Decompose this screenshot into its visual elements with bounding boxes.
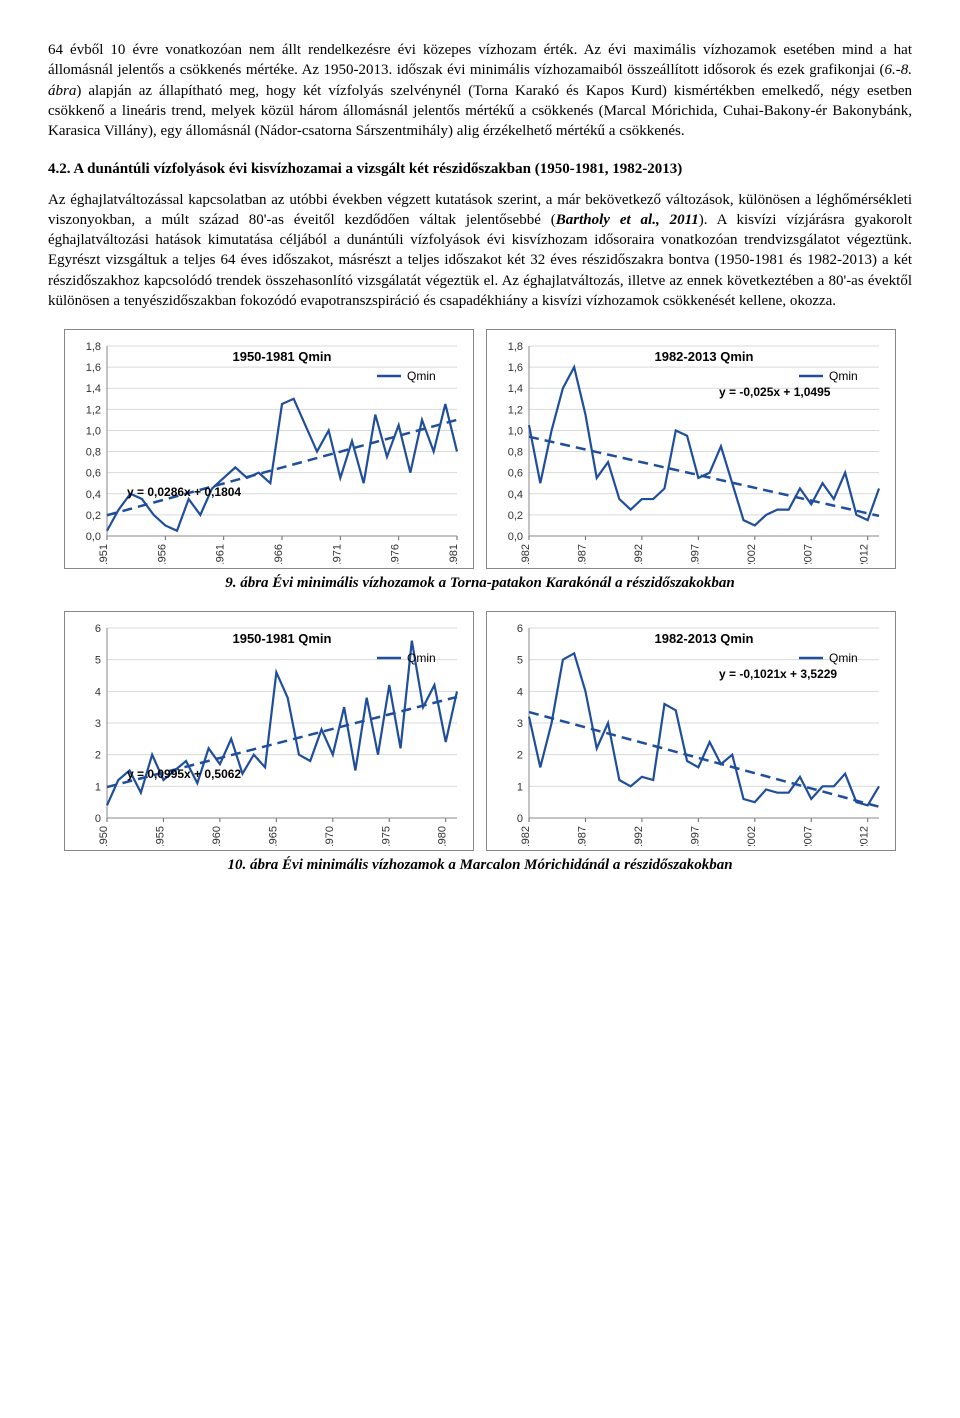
svg-text:1,6: 1,6 <box>86 362 101 374</box>
svg-text:6: 6 <box>95 623 101 635</box>
chart-9-right: 0,0 0,2 0,4 0,6 0,8 1,0 1,2 1,4 1,6 1,8 1982 1987 19… <box>486 329 896 569</box>
svg-text:Qmin: Qmin <box>407 651 436 665</box>
svg-text:1950: 1950 <box>98 826 110 846</box>
svg-text:1992: 1992 <box>633 544 645 564</box>
svg-text:1,6: 1,6 <box>508 362 523 374</box>
svg-text:1997: 1997 <box>689 826 701 846</box>
svg-text:y = 0,0995x + 0,5062: y = 0,0995x + 0,5062 <box>127 767 241 781</box>
svg-text:1: 1 <box>95 782 101 794</box>
svg-text:1961: 1961 <box>215 544 227 564</box>
svg-text:1,8: 1,8 <box>86 341 101 353</box>
figure-10-row: 0 1 2 3 4 5 6 1950 1955 1960 1965 1970 1975 1980 1950-… <box>48 611 912 851</box>
svg-text:6: 6 <box>517 623 523 635</box>
svg-text:2012: 2012 <box>859 544 871 564</box>
svg-text:1: 1 <box>517 782 523 794</box>
svg-text:2007: 2007 <box>802 826 814 846</box>
svg-text:1975: 1975 <box>380 826 392 846</box>
svg-text:1,8: 1,8 <box>508 341 523 353</box>
svg-text:1956: 1956 <box>156 544 168 564</box>
body-paragraph-2: Az éghajlatváltozással kapcsolatban az u… <box>48 190 912 312</box>
svg-text:2007: 2007 <box>802 544 814 564</box>
svg-text:5: 5 <box>95 655 101 667</box>
svg-text:1,2: 1,2 <box>86 404 101 416</box>
svg-text:2: 2 <box>517 750 523 762</box>
svg-text:0: 0 <box>517 813 523 825</box>
svg-text:1,2: 1,2 <box>508 404 523 416</box>
svg-text:5: 5 <box>517 655 523 667</box>
chart-10-left: 0 1 2 3 4 5 6 1950 1955 1960 1965 1970 1975 1980 1950-… <box>64 611 474 851</box>
svg-text:0,2: 0,2 <box>508 510 523 522</box>
svg-text:Qmin: Qmin <box>407 369 436 383</box>
svg-text:0,4: 0,4 <box>86 489 101 501</box>
svg-text:1960: 1960 <box>211 826 223 846</box>
svg-text:1,0: 1,0 <box>508 425 523 437</box>
svg-text:0,6: 0,6 <box>86 468 101 480</box>
svg-text:0,6: 0,6 <box>508 468 523 480</box>
svg-text:0,0: 0,0 <box>508 531 523 543</box>
svg-text:2002: 2002 <box>746 826 758 846</box>
svg-text:1976: 1976 <box>390 544 402 564</box>
svg-text:1966: 1966 <box>273 544 285 564</box>
svg-text:1950-1981 Qmin: 1950-1981 Qmin <box>232 631 331 646</box>
svg-text:1982-2013 Qmin: 1982-2013 Qmin <box>654 349 753 364</box>
svg-text:1950-1981 Qmin: 1950-1981 Qmin <box>232 349 331 364</box>
svg-text:Qmin: Qmin <box>829 369 858 383</box>
svg-text:1980: 1980 <box>437 826 449 846</box>
p2-ref: Bartholy et al., 2011 <box>556 212 699 228</box>
p1-text-a: 64 évből 10 évre vonatkozóan nem állt re… <box>48 42 912 78</box>
svg-text:1,0: 1,0 <box>86 425 101 437</box>
svg-text:Qmin: Qmin <box>829 651 858 665</box>
svg-text:1982: 1982 <box>520 544 532 564</box>
chart-9-left: 0,0 0,2 0,4 0,6 0,8 1,0 1,2 1,4 1,6 1,8 1951 1956 19… <box>64 329 474 569</box>
svg-text:y = -0,025x + 1,0495: y = -0,025x + 1,0495 <box>719 385 831 399</box>
svg-text:2: 2 <box>95 750 101 762</box>
svg-text:1981: 1981 <box>448 544 460 564</box>
svg-text:4: 4 <box>95 687 101 699</box>
svg-text:0,8: 0,8 <box>508 447 523 459</box>
svg-text:0,2: 0,2 <box>86 510 101 522</box>
chart-10-right: 0 1 2 3 4 5 6 1982 1987 1992 1997 2002 2007 2012 1982-… <box>486 611 896 851</box>
svg-text:1955: 1955 <box>154 826 166 846</box>
figure-9-caption: 9. ábra Évi minimális vízhozamok a Torna… <box>48 573 912 593</box>
svg-text:0,0: 0,0 <box>86 531 101 543</box>
svg-text:1982: 1982 <box>520 826 532 846</box>
svg-text:1992: 1992 <box>633 826 645 846</box>
svg-text:0: 0 <box>95 813 101 825</box>
svg-text:0,4: 0,4 <box>508 489 523 501</box>
svg-text:4: 4 <box>517 687 523 699</box>
svg-text:3: 3 <box>517 718 523 730</box>
svg-text:1951: 1951 <box>98 544 110 564</box>
svg-text:3: 3 <box>95 718 101 730</box>
svg-text:1970: 1970 <box>324 826 336 846</box>
section-heading: 4.2. A dunántúli vízfolyások évi kisvízh… <box>48 159 912 179</box>
svg-text:2002: 2002 <box>746 544 758 564</box>
p1-text-b: ) alapján az állapítható meg, hogy két v… <box>48 83 912 140</box>
svg-text:1987: 1987 <box>576 544 588 564</box>
figure-9-row: 0,0 0,2 0,4 0,6 0,8 1,0 1,2 1,4 1,6 1,8 1951 1956 19… <box>48 329 912 569</box>
svg-text:1,4: 1,4 <box>508 383 523 395</box>
svg-text:y = 0,0286x + 0,1804: y = 0,0286x + 0,1804 <box>127 485 241 499</box>
svg-text:1982-2013 Qmin: 1982-2013 Qmin <box>654 631 753 646</box>
svg-text:1987: 1987 <box>576 826 588 846</box>
body-paragraph-1: 64 évből 10 évre vonatkozóan nem állt re… <box>48 40 912 141</box>
figure-10-caption: 10. ábra Évi minimális vízhozamok a Marc… <box>48 855 912 875</box>
svg-text:0,8: 0,8 <box>86 447 101 459</box>
svg-text:1971: 1971 <box>331 544 343 564</box>
svg-text:2012: 2012 <box>859 826 871 846</box>
svg-text:1997: 1997 <box>689 544 701 564</box>
svg-text:1,4: 1,4 <box>86 383 101 395</box>
svg-text:y = -0,1021x + 3,5229: y = -0,1021x + 3,5229 <box>719 667 837 681</box>
svg-text:1965: 1965 <box>267 826 279 846</box>
